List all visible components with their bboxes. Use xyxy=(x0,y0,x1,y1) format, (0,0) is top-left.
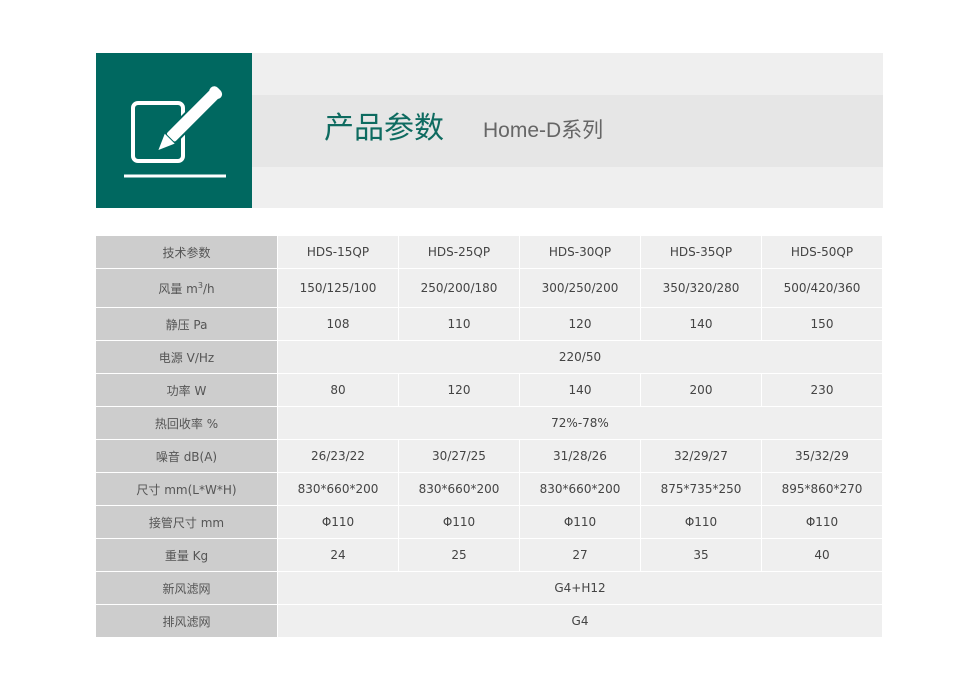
row-label: 尺寸 mm(L*W*H) xyxy=(95,472,278,506)
row-label: 新风滤网 xyxy=(95,571,278,605)
table-row: 热回收率 % 72%-78% xyxy=(95,406,883,440)
model-header: HDS-50QP xyxy=(761,235,883,269)
value-cell: 120 xyxy=(519,307,641,341)
table-row: 排风滤网 G4 xyxy=(95,604,883,638)
table-row: 噪音 dB(A) 26/23/22 30/27/25 31/28/26 32/29/27… xyxy=(95,439,883,473)
page-subtitle: Home-D系列 xyxy=(483,119,604,142)
row-label: 重量 Kg xyxy=(95,538,278,572)
table-header-row: 技术参数 HDS-15QP HDS-25QP HDS-30QP HDS-35QP HDS-… xyxy=(95,235,883,269)
row-label: 接管尺寸 mm xyxy=(95,505,278,539)
value-cell: 26/23/22 xyxy=(277,439,399,473)
row-label: 风量 m3/h xyxy=(95,268,278,308)
pen-on-paper-icon xyxy=(124,84,226,178)
value-cell: 140 xyxy=(640,307,762,341)
value-cell: Φ110 xyxy=(277,505,399,539)
page-title: 产品参数 xyxy=(324,111,444,146)
table-row: 重量 Kg 24 25 27 35 40 xyxy=(95,538,883,572)
value-cell: 120 xyxy=(398,373,520,407)
value-cell: 108 xyxy=(277,307,399,341)
row-label: 功率 W xyxy=(95,373,278,407)
label-superscript: 3 xyxy=(197,280,203,290)
value-cell: 250/200/180 xyxy=(398,268,520,308)
row-label: 噪音 dB(A) xyxy=(95,439,278,473)
title-band xyxy=(252,95,883,167)
value-cell: 875*735*250 xyxy=(640,472,762,506)
value-cell: 830*660*200 xyxy=(277,472,399,506)
value-cell: 200 xyxy=(640,373,762,407)
value-cell: Φ110 xyxy=(761,505,883,539)
value-cell: 30/27/25 xyxy=(398,439,520,473)
table-row: 电源 V/Hz 220/50 xyxy=(95,340,883,374)
value-cell: 150/125/100 xyxy=(277,268,399,308)
value-cell: 35/32/29 xyxy=(761,439,883,473)
table-row: 静压 Pa 108 110 120 140 150 xyxy=(95,307,883,341)
value-cell: 27 xyxy=(519,538,641,572)
row-label: 静压 Pa xyxy=(95,307,278,341)
value-cell: 350/320/280 xyxy=(640,268,762,308)
value-cell: 140 xyxy=(519,373,641,407)
model-header: HDS-25QP xyxy=(398,235,520,269)
table-row: 新风滤网 G4+H12 xyxy=(95,571,883,605)
value-cell: 830*660*200 xyxy=(519,472,641,506)
table-row: 接管尺寸 mm Φ110 Φ110 Φ110 Φ110 Φ110 xyxy=(95,505,883,539)
value-cell: 150 xyxy=(761,307,883,341)
value-cell: 80 xyxy=(277,373,399,407)
merged-value-cell: 220/50 xyxy=(277,340,883,374)
spec-table: 技术参数 HDS-15QP HDS-25QP HDS-30QP HDS-35QP HDS-… xyxy=(95,235,883,638)
value-cell: 895*860*270 xyxy=(761,472,883,506)
value-cell: 35 xyxy=(640,538,762,572)
value-cell: 230 xyxy=(761,373,883,407)
merged-value-cell: G4 xyxy=(277,604,883,638)
value-cell: 40 xyxy=(761,538,883,572)
model-header: HDS-30QP xyxy=(519,235,641,269)
value-cell: 24 xyxy=(277,538,399,572)
value-cell: Φ110 xyxy=(640,505,762,539)
row-label: 热回收率 % xyxy=(95,406,278,440)
value-cell: 25 xyxy=(398,538,520,572)
row-label: 电源 V/Hz xyxy=(95,340,278,374)
value-cell: Φ110 xyxy=(398,505,520,539)
value-cell: Φ110 xyxy=(519,505,641,539)
table-row: 尺寸 mm(L*W*H) 830*660*200 830*660*200 830*66… xyxy=(95,472,883,506)
table-row: 风量 m3/h 150/125/100 250/200/180 300/250/200… xyxy=(95,268,883,308)
model-header: HDS-15QP xyxy=(277,235,399,269)
header-banner: 产品参数 Home-D系列 xyxy=(96,53,883,208)
merged-value-cell: G4+H12 xyxy=(277,571,883,605)
merged-value-cell: 72%-78% xyxy=(277,406,883,440)
value-cell: 500/420/360 xyxy=(761,268,883,308)
logo-tile xyxy=(96,53,252,208)
table-row: 功率 W 80 120 140 200 230 xyxy=(95,373,883,407)
value-cell: 110 xyxy=(398,307,520,341)
row-label: 排风滤网 xyxy=(95,604,278,638)
header-label: 技术参数 xyxy=(95,235,278,269)
value-cell: 830*660*200 xyxy=(398,472,520,506)
model-header: HDS-35QP xyxy=(640,235,762,269)
value-cell: 300/250/200 xyxy=(519,268,641,308)
value-cell: 32/29/27 xyxy=(640,439,762,473)
value-cell: 31/28/26 xyxy=(519,439,641,473)
